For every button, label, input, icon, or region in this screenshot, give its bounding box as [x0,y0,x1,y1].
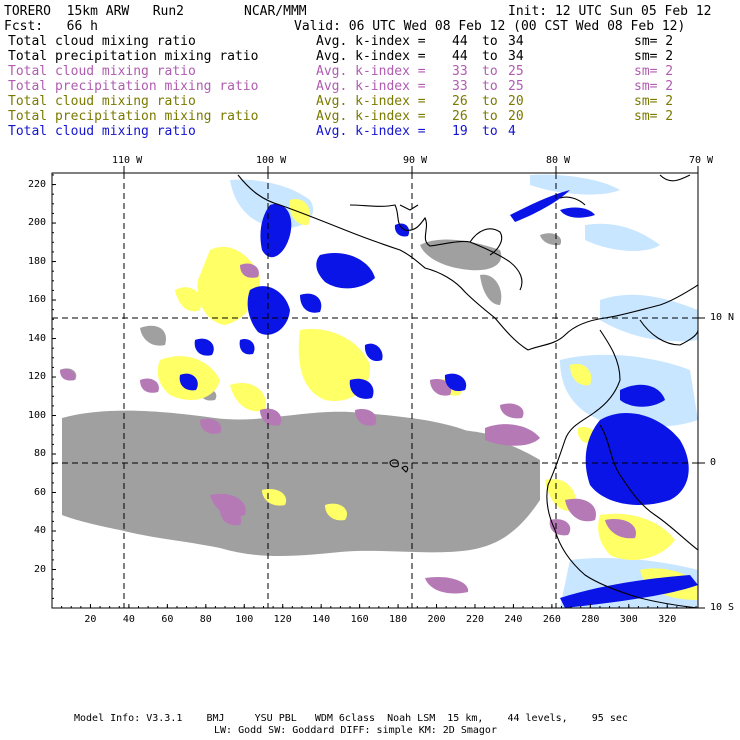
x-tick-label: 140 [312,614,331,625]
legend-from: 26 [452,94,468,109]
longitude-label-70w: 70 W [689,155,714,166]
y-tick-label: 160 [27,294,46,306]
y-tick-label: 120 [27,371,46,383]
legend-sm: sm= 2 [634,34,674,49]
latitude-label-0: 0 [710,457,717,468]
legend-label: Total cloud mixing ratio [8,94,196,109]
latitude-label-10s: 10 S [710,602,735,613]
x-tick-label: 160 [350,614,369,625]
legend-to-word: to [482,34,498,49]
longitude-label-110w: 110 W [112,155,143,166]
legend-from: 33 [452,79,468,94]
legend-row: Total precipitation mixing ratio Avg. k-i… [8,79,728,94]
legend-from: 26 [452,109,468,124]
legend-to-word: to [482,79,498,94]
y-tick-label: 80 [33,448,46,460]
legend-to-word: to [482,109,498,124]
y-tick-label: 40 [33,525,46,536]
y-tick-label: 180 [27,255,46,267]
legend-from: 19 [452,124,468,139]
longitude-label-90w: 90 W [403,155,428,166]
forecast-hour: Fcst: 66 h [4,19,98,34]
legend-label: Total precipitation mixing ratio [8,109,259,124]
x-tick-label: 220 [465,614,484,625]
x-tick-label: 100 [235,614,254,625]
longitude-label-100w: 100 W [256,155,287,166]
legend-kindex: Avg. k-index = [316,94,426,109]
legend-from: 44 [452,49,468,64]
legend-kindex: Avg. k-index = [316,124,426,139]
model-info: Model Info: V3.3.1 BMJ YSU PBL WDM 6clas… [74,713,628,724]
legend-row: Total precipitation mixing ratio Avg. k-i… [8,109,728,124]
legend-from: 33 [452,64,468,79]
legend-row: Total cloud mixing ratio Avg. k-index = 33… [8,64,728,79]
legend-row: Total cloud mixing ratio Avg. k-index = 26… [8,94,728,109]
x-tick-label: 80 [199,614,212,625]
x-tick-label: 40 [122,614,135,625]
legend-kindex: Avg. k-index = [316,34,426,49]
legend-to: 4 [508,124,516,139]
legend-sm: sm= 2 [634,64,674,79]
y-tick-label: 140 [27,332,46,344]
legend-to-word: to [482,64,498,79]
legend-from: 44 [452,34,468,49]
axis-ticks [52,174,697,608]
legend-to-word: to [482,49,498,64]
legend-to: 34 [508,49,524,64]
legend-kindex: Avg. k-index = [316,64,426,79]
x-tick-label: 300 [619,614,638,625]
legend-to: 34 [508,34,524,49]
legend-to: 25 [508,64,524,79]
x-tick-label: 200 [427,614,446,625]
latitude-label-10n: 10 N [710,312,735,323]
legend-to-word: to [482,94,498,109]
legend-sm: sm= 2 [634,79,674,94]
legend-sm: sm= 2 [634,94,674,109]
legend-kindex: Avg. k-index = [316,109,426,124]
lat-lon-grid [52,173,698,608]
legend-label: Total cloud mixing ratio [8,124,196,139]
model-title: TORERO 15km ARW Run2 [4,4,185,19]
y-tick-label: 200 [27,217,46,229]
init-time: Init: 12 UTC Sun 05 Feb 12 [508,4,712,19]
y-tick-label: 60 [33,486,46,498]
legend-label: Total cloud mixing ratio [8,64,196,79]
x-tick-label: 20 [84,614,97,625]
valid-time: Valid: 06 UTC Wed 08 Feb 12 (00 CST Wed … [294,19,686,34]
legend-to: 20 [508,94,524,109]
legend-label: Total cloud mixing ratio [8,34,196,49]
legend-sm: sm= 2 [634,49,674,64]
center-label: NCAR/MMM [244,4,307,19]
longitude-label-80w: 80 W [546,155,571,166]
x-tick-label: 240 [504,614,523,625]
x-tick-label: 180 [389,614,408,625]
y-tick-label: 100 [27,409,46,421]
y-tick-label: 20 [33,563,46,575]
legend-row: Total precipitation mixing ratio Avg. k-i… [8,49,728,64]
x-tick-label: 260 [542,614,561,625]
legend-row: Total cloud mixing ratio Avg. k-index = 19… [8,124,728,139]
legend-to: 20 [508,109,524,124]
x-tick-label: 280 [581,614,600,625]
legend-kindex: Avg. k-index = [316,49,426,64]
blue-cloud-field [179,190,698,608]
legend-to-word: to [482,124,498,139]
legend-sm: sm= 2 [634,109,674,124]
legend-label: Total precipitation mixing ratio [8,49,259,64]
y-tick-label: 220 [27,178,46,190]
x-tick-label: 60 [161,614,174,625]
legend-label: Total precipitation mixing ratio [8,79,259,94]
x-tick-label: 120 [273,614,292,625]
physics-info: LW: Godd SW: Goddard DIFF: simple KM: 2D… [214,725,497,736]
latitude-right-ticks [698,317,705,609]
longitude-top-ticks [123,166,699,173]
purple-cloud-field [60,263,647,594]
x-tick-label: 320 [658,614,677,625]
legend-to: 25 [508,79,524,94]
map-frame [51,172,699,609]
legend-kindex: Avg. k-index = [316,79,426,94]
legend-row: Total cloud mixing ratio Avg. k-index = 44… [8,34,728,49]
